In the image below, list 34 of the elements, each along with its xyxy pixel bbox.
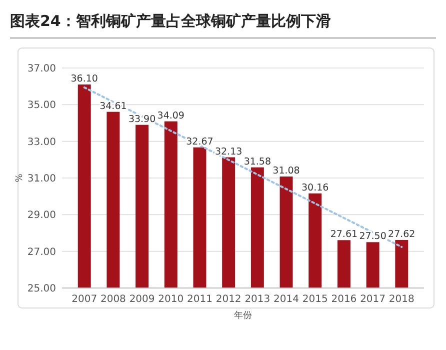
x-tick-label: 2014: [274, 294, 299, 305]
data-label: 32.67: [186, 136, 214, 148]
x-tick-label: 2018: [388, 294, 414, 305]
x-tick-label: 2013: [244, 294, 270, 305]
x-tick-label: 2016: [331, 294, 357, 305]
data-label: 27.61: [330, 229, 358, 240]
x-tick-label: 2008: [100, 294, 126, 305]
y-tick-label: 25.00: [27, 284, 56, 294]
data-label: 32.13: [214, 146, 242, 158]
x-tick-label: 2011: [187, 294, 212, 305]
y-tick-label: 33.00: [27, 136, 56, 148]
y-tick-label: 27.00: [27, 246, 56, 258]
data-label: 34.61: [100, 100, 127, 112]
x-axis-title: 年份: [234, 310, 252, 321]
data-label: 36.10: [70, 74, 98, 84]
x-tick-label: 2007: [72, 294, 98, 305]
y-tick-label: 31.00: [27, 174, 56, 184]
x-tick-label: 2010: [158, 294, 184, 305]
data-label: 30.16: [302, 182, 329, 194]
data-label: 31.58: [244, 156, 272, 168]
y-tick-label: 35.00: [27, 100, 56, 112]
x-tick-label: 2015: [302, 294, 328, 305]
y-axis-title: %: [15, 173, 25, 182]
chart-title: 图表24：智利铜矿产量占全球铜矿产量比例下滑: [10, 12, 331, 30]
data-label: 31.08: [272, 166, 300, 177]
y-tick-label: 29.00: [27, 210, 56, 222]
y-tick-label: 37.00: [27, 64, 56, 74]
data-label: 27.50: [359, 231, 386, 242]
data-label: 27.62: [388, 228, 416, 240]
x-tick-label: 2017: [360, 294, 386, 305]
data-label: 33.90: [128, 114, 156, 125]
data-label: 34.09: [157, 110, 184, 122]
x-tick-label: 2012: [216, 294, 242, 305]
x-tick-label: 2009: [129, 294, 155, 305]
